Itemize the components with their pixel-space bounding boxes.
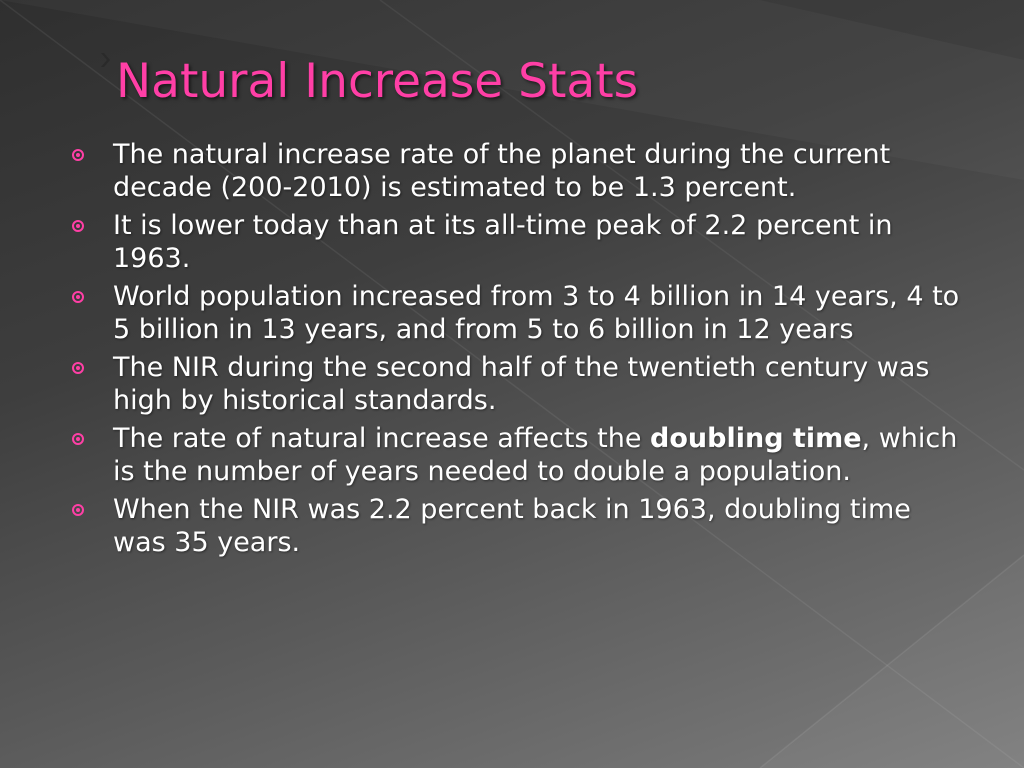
circled-dot-icon bbox=[72, 220, 84, 232]
circled-dot-icon bbox=[72, 149, 84, 161]
chevron-icon bbox=[101, 53, 110, 67]
bullet-text: The rate of natural increase affects the… bbox=[113, 423, 957, 487]
circled-dot-icon bbox=[72, 433, 84, 445]
bold-term: doubling time bbox=[650, 423, 862, 454]
bullet-text-before: The rate of natural increase affects the bbox=[113, 423, 651, 454]
bullet-text-after: , which is the number of years needed to… bbox=[113, 423, 958, 487]
bullet-item: The NIR during the second half of the tw… bbox=[72, 351, 972, 417]
bullet-item: When the NIR was 2.2 percent back in 196… bbox=[72, 493, 972, 559]
circled-dot-icon bbox=[72, 504, 84, 516]
bullet-text: The natural increase rate of the planet … bbox=[113, 139, 891, 203]
circled-dot-icon bbox=[72, 291, 84, 303]
bullet-item: The natural increase rate of the planet … bbox=[72, 138, 972, 204]
bullet-list: The natural increase rate of the planet … bbox=[72, 138, 972, 564]
bullet-item: It is lower today than at its all-time p… bbox=[72, 209, 972, 275]
bullet-text: World population increased from 3 to 4 b… bbox=[113, 281, 960, 345]
slide-title: Natural Increase Stats bbox=[116, 54, 639, 109]
circled-dot-icon bbox=[72, 362, 84, 374]
bullet-text: When the NIR was 2.2 percent back in 196… bbox=[113, 494, 911, 558]
bullet-text: It is lower today than at its all-time p… bbox=[113, 210, 893, 274]
bullet-text: The NIR during the second half of the tw… bbox=[113, 352, 930, 416]
bullet-item: The rate of natural increase affects the… bbox=[72, 422, 972, 488]
bullet-item: World population increased from 3 to 4 b… bbox=[72, 280, 972, 346]
